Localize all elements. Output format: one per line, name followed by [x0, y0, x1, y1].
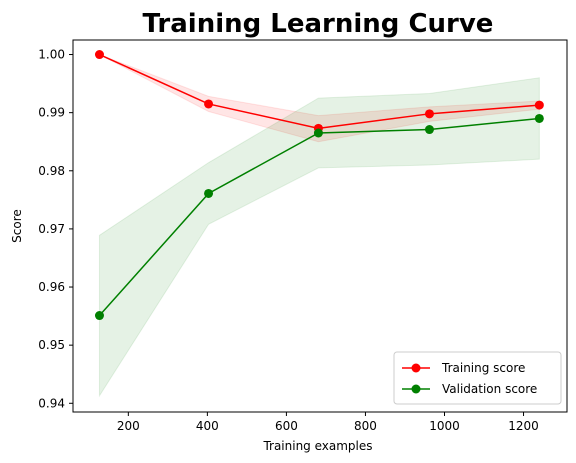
- training-score-point: [94, 50, 104, 60]
- legend-marker-validation: [411, 384, 421, 394]
- x-axis-ticks: 200 400 600 800 1000 1200: [117, 412, 539, 433]
- y-tick-label: 0.95: [38, 338, 65, 352]
- y-tick-label: 0.96: [38, 280, 65, 294]
- y-axis-ticks: 0.94 0.95 0.96 0.97 0.98 0.99 1.00: [38, 48, 73, 410]
- x-tick-label: 200: [117, 419, 140, 433]
- y-tick-label: 0.98: [38, 164, 65, 178]
- x-tick-label: 400: [196, 419, 219, 433]
- confidence-bands: [98, 54, 540, 398]
- training-score-point: [424, 109, 434, 119]
- x-axis-label: Training examples: [262, 439, 372, 453]
- y-tick-label: 0.99: [38, 106, 65, 120]
- legend-marker-training: [411, 363, 421, 373]
- series-points: [94, 50, 544, 321]
- training-score-point: [534, 100, 544, 110]
- x-tick-label: 1200: [508, 419, 539, 433]
- y-tick-label: 1.00: [38, 48, 65, 62]
- y-axis-label: Score: [10, 209, 24, 243]
- chart-title: Training Learning Curve: [143, 9, 494, 39]
- y-tick-label: 0.97: [38, 222, 65, 236]
- x-tick-label: 800: [354, 419, 377, 433]
- training-score-point: [204, 99, 214, 109]
- y-tick-label: 0.94: [38, 396, 65, 410]
- x-tick-label: 1000: [429, 419, 460, 433]
- validation-score-point: [424, 125, 434, 135]
- plot-area-frame: [72, 39, 568, 413]
- validation-score-point: [313, 128, 323, 138]
- legend-label-validation: Validation score: [442, 382, 537, 396]
- x-tick-label: 600: [275, 419, 298, 433]
- legend-label-training: Training score: [441, 361, 525, 375]
- legend: Training score Validation score: [393, 351, 562, 405]
- legend-box: [393, 351, 562, 405]
- validation-score-point: [534, 113, 544, 123]
- validation-score-point: [94, 311, 104, 321]
- validation-score-point: [204, 188, 214, 198]
